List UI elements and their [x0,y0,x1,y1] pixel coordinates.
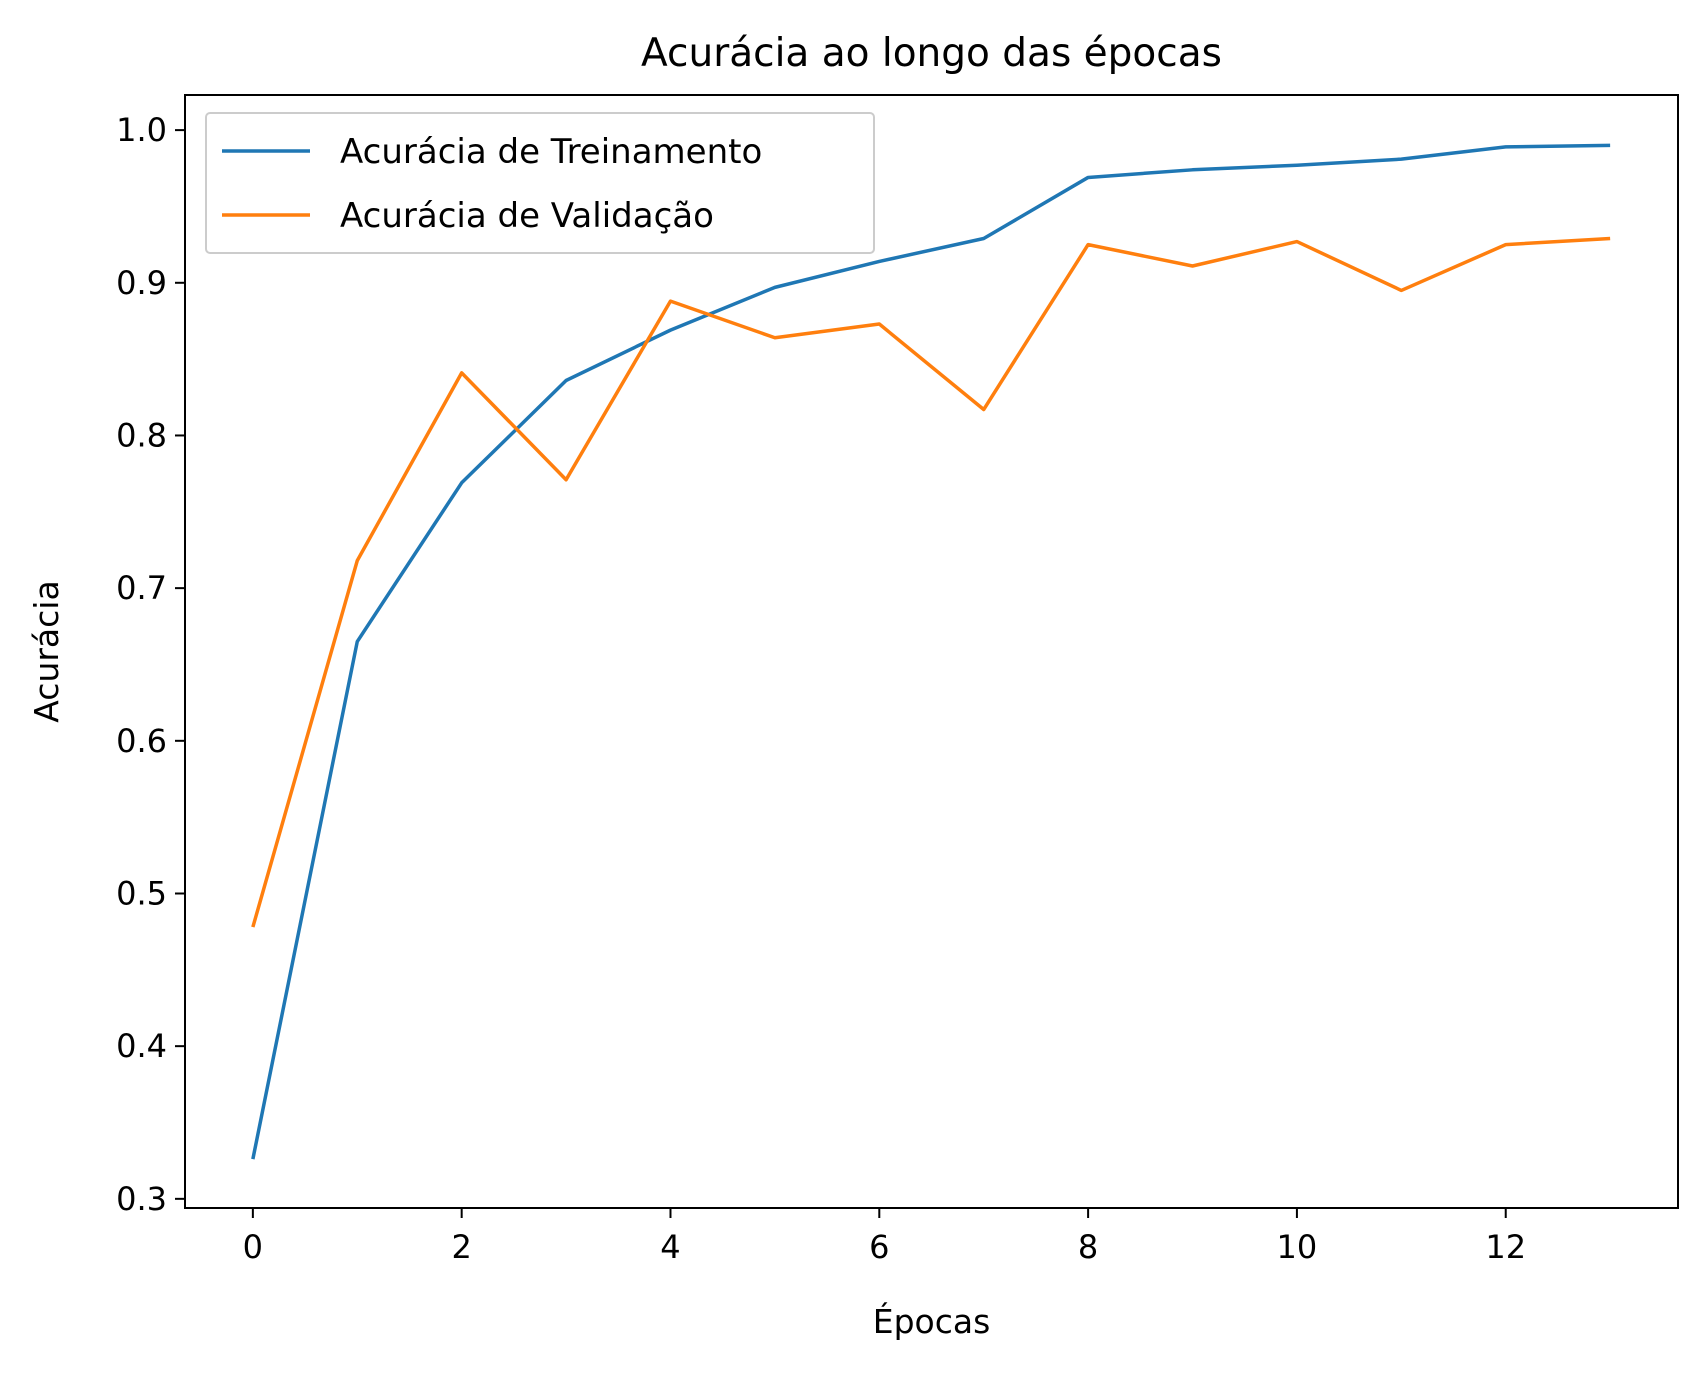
y-tick-label: 1.0 [116,111,167,149]
y-axis-label: Acurácia [27,580,66,722]
x-axis-label: Épocas [873,1301,991,1341]
plot-frame [184,94,1679,1209]
legend-box [205,112,875,254]
y-tick-label: 0.7 [116,569,167,607]
y-tick-label: 0.3 [116,1180,167,1218]
x-tick-label: 8 [1078,1228,1098,1266]
x-tick-label: 10 [1277,1228,1318,1266]
x-tick-label: 4 [660,1228,680,1266]
x-tick-label: 6 [869,1228,889,1266]
x-tick-label: 2 [451,1228,471,1266]
ticks-layer: 0 2 4 6 8 10 12 0.3 0.4 0.5 0.6 0.7 0.8 0.9 1.0 [116,111,1526,1266]
x-tick-label: 0 [243,1228,263,1266]
y-tick-label: 0.4 [116,1027,167,1065]
y-tick-label: 0.9 [116,264,167,302]
legend: Acurácia de Treinamento Acurácia de Vali… [205,112,875,254]
y-tick-label: 0.6 [116,722,167,760]
x-tick-label: 12 [1485,1228,1526,1266]
legend-label-validation: Acurácia de Validação [340,196,714,236]
y-tick-label: 0.8 [116,416,167,454]
series-line-training [251,143,1611,1160]
series-line-validation [251,236,1611,928]
series-layer [251,143,1611,1160]
legend-label-training: Acurácia de Treinamento [340,132,762,172]
chart-title: Acurácia ao longo das épocas [641,31,1222,76]
y-tick-label: 0.5 [116,874,167,912]
